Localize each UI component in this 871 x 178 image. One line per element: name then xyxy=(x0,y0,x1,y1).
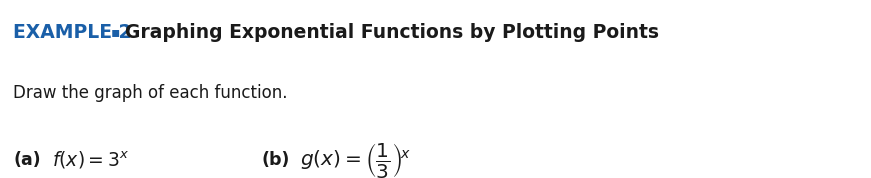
Text: EXAMPLE 2: EXAMPLE 2 xyxy=(13,23,132,41)
Text: (a): (a) xyxy=(13,151,41,169)
Text: (b): (b) xyxy=(261,151,290,169)
Text: $g(x) = \left(\dfrac{1}{3}\right)^{\!x}$: $g(x) = \left(\dfrac{1}{3}\right)^{\!x}$ xyxy=(300,141,411,178)
Text: Graphing Exponential Functions by Plotting Points: Graphing Exponential Functions by Plotti… xyxy=(125,23,658,41)
Text: $f(x) = 3^{x}$: $f(x) = 3^{x}$ xyxy=(52,150,130,171)
Text: Draw the graph of each function.: Draw the graph of each function. xyxy=(13,83,287,102)
Text: ▪: ▪ xyxy=(111,25,120,39)
